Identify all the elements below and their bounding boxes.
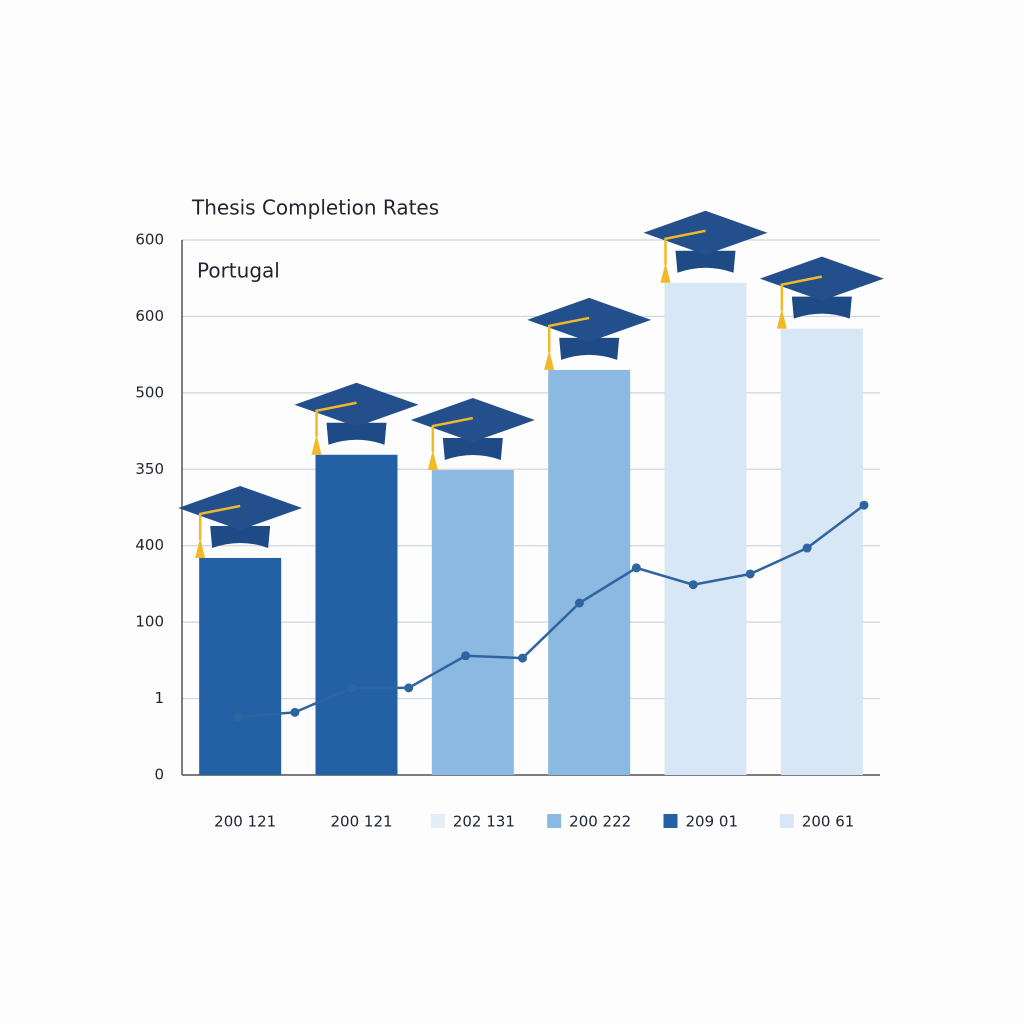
- y-tick-label: 500: [135, 383, 164, 401]
- y-tick-label: 100: [135, 613, 164, 631]
- cap-tassel: [660, 262, 671, 283]
- line-point: [859, 500, 869, 510]
- chart-title: Thesis Completion Rates: [191, 196, 439, 220]
- bar: [780, 328, 863, 775]
- y-tick-label: 1: [154, 689, 164, 707]
- x-tick-label: 200 121: [214, 813, 276, 831]
- cap-skull: [210, 525, 271, 548]
- cap-skull: [791, 296, 852, 319]
- graduation-cap: [759, 256, 884, 329]
- y-tick-label: 600: [135, 231, 164, 249]
- cap-tassel-cord: [780, 275, 823, 311]
- line-point: [461, 651, 471, 661]
- line-point: [574, 598, 584, 608]
- y-tick-label: 600: [135, 307, 164, 325]
- bar: [548, 369, 631, 775]
- cap-tassel-cord: [315, 401, 357, 437]
- x-tick-label: 209 01: [686, 813, 739, 831]
- x-tick-label: 200 121: [331, 813, 393, 831]
- legend-swatch: [779, 814, 794, 828]
- legend-swatch: [547, 814, 562, 828]
- graduation-cap: [178, 485, 303, 558]
- bar: [664, 282, 747, 775]
- cap-tassel-cord: [431, 416, 474, 453]
- chart-subtitle: Portugal: [197, 259, 280, 283]
- graduation-cap: [643, 210, 768, 283]
- cap-skull: [559, 337, 620, 360]
- graduation-cap: [527, 297, 652, 370]
- cap-skull: [442, 438, 503, 461]
- cap-skull: [326, 422, 387, 445]
- graduation-cap: [410, 398, 535, 471]
- cap-tassel: [311, 434, 322, 455]
- cap-board: [410, 398, 535, 443]
- cap-board: [178, 485, 303, 530]
- x-tick-label: 200 222: [569, 813, 631, 831]
- line-point: [802, 543, 812, 553]
- bar: [199, 557, 282, 775]
- cap-board: [759, 256, 884, 301]
- cap-board: [527, 297, 652, 342]
- line-point: [290, 707, 300, 717]
- cap-board: [294, 382, 419, 427]
- trend-line: [237, 504, 865, 719]
- bar: [431, 470, 514, 775]
- cap-tassel: [427, 450, 438, 471]
- line-point: [518, 653, 528, 663]
- cap-tassel: [776, 308, 787, 329]
- cap-tassel: [544, 349, 555, 370]
- legend-swatch: [430, 814, 445, 828]
- bar: [315, 454, 398, 775]
- line-point: [347, 683, 357, 693]
- graduation-cap: [294, 382, 419, 455]
- cap-tassel: [195, 537, 206, 558]
- x-tick-label: 200 61: [802, 813, 855, 831]
- line-point: [688, 580, 698, 590]
- line-point: [745, 569, 755, 579]
- y-tick-label: 400: [135, 536, 164, 554]
- legend-swatch: [663, 814, 678, 828]
- line-point: [404, 683, 414, 693]
- cap-tassel-cord: [198, 504, 241, 540]
- cap-skull: [675, 250, 736, 273]
- x-tick-label: 202 131: [453, 813, 515, 831]
- line-point: [233, 712, 243, 722]
- line-point: [631, 563, 641, 573]
- cap-board: [643, 210, 768, 255]
- cap-tassel-cord: [664, 229, 706, 265]
- y-tick-label: 0: [154, 766, 164, 784]
- y-tick-label: 350: [135, 460, 164, 478]
- cap-tassel-cord: [547, 316, 590, 352]
